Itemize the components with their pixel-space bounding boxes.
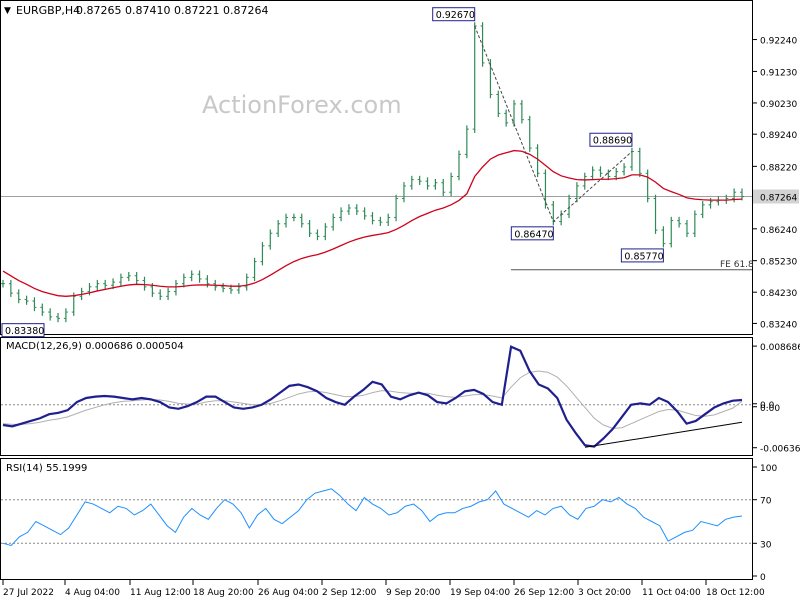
macd-tick-label: 0.0 (760, 401, 775, 411)
rsi-tick-label: 0 (760, 573, 766, 583)
watermark: ActionForex.com (202, 91, 402, 119)
time-tick-label: 26 Sep 12:00 (514, 588, 574, 598)
rsi-panel (0, 458, 753, 580)
macd-title: MACD(12,26,9) 0.000686 0.000504 (6, 341, 184, 352)
current-price-tag (753, 189, 799, 204)
price-tick-label: 0.83240 (760, 320, 797, 330)
swing-connector (474, 25, 633, 223)
price-tick-label: 0.85230 (760, 258, 797, 268)
price-panel (0, 0, 753, 335)
time-tick-label: 3 Oct 20:00 (578, 588, 631, 598)
price-tick-label: 0.90230 (760, 100, 797, 110)
rsi-tick-label: 70 (760, 497, 772, 507)
time-tick-label: 11 Oct 04:00 (642, 588, 701, 598)
swing-label-box (510, 226, 554, 241)
swing-label-box (620, 248, 664, 263)
rsi-line (2, 488, 743, 547)
moving-average-line (2, 149, 743, 297)
price-tick-label: 0.87264 (760, 194, 797, 204)
price-tick-label: 0.88220 (760, 163, 797, 173)
swing-label: 0.83380 (5, 326, 44, 337)
chart-symbol: EURGBP,H4 (16, 4, 80, 17)
time-tick-label: 27 Jul 2022 (3, 588, 54, 598)
macd-panel (0, 337, 753, 456)
macd-tick-label: 0.008686 (760, 343, 800, 353)
macd-tick-label: 0.00 (760, 404, 780, 414)
time-tick-label: 9 Sep 20:00 (386, 588, 441, 598)
time-tick-label: 26 Aug 04:00 (258, 588, 319, 598)
fe-level-label: FE 61.8 (720, 260, 754, 270)
macd-trendline (584, 421, 743, 448)
rsi-title: RSI(14) 55.1999 (6, 463, 87, 474)
swing-label-box (432, 7, 476, 22)
time-tick-label: 2 Sep 12:00 (322, 588, 377, 598)
swing-label: 0.86470 (514, 229, 553, 240)
time-tick-label: 11 Aug 12:00 (130, 588, 191, 598)
swing-label-box (1, 323, 45, 338)
swing-label-box (589, 132, 633, 147)
price-tick-label: 0.92240 (760, 37, 797, 47)
time-tick-label: 18 Oct 12:00 (706, 588, 765, 598)
swing-label: 0.92670 (436, 10, 475, 21)
price-tick-label: 0.89240 (760, 131, 797, 141)
time-tick-label: 19 Sep 04:00 (450, 588, 510, 598)
price-tick-label: 0.86240 (760, 226, 797, 236)
price-tick-label: 0.84230 (760, 289, 797, 299)
chart-ohlc: 0.87265 0.87410 0.87221 0.87264 (76, 4, 268, 17)
rsi-tick-label: 100 (760, 464, 777, 474)
price-tick-label: 0.91230 (760, 68, 797, 78)
macd-line (2, 345, 743, 448)
macd-signal-line (2, 370, 743, 429)
time-tick-label: 18 Aug 20:00 (193, 588, 254, 598)
rsi-tick-label: 30 (760, 540, 772, 550)
symbol-dropdown-icon[interactable]: ▼ (4, 6, 11, 16)
time-tick-label: 4 Aug 04:00 (65, 588, 120, 598)
swing-label: 0.85770 (624, 251, 663, 262)
swing-label: 0.88690 (593, 136, 632, 147)
macd-tick-label: -0.006366 (760, 445, 800, 455)
